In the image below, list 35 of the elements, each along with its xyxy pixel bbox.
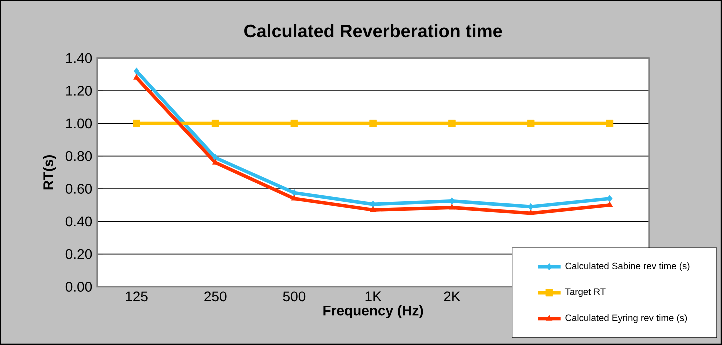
- point: [134, 74, 140, 80]
- y-axis-title: RT(s): [43, 155, 56, 190]
- point: [290, 120, 298, 128]
- point: [527, 120, 535, 128]
- point: [291, 195, 298, 201]
- point: [448, 120, 456, 128]
- y-tick-label: 0.00: [66, 282, 92, 292]
- y-tick-label: 1.00: [66, 118, 92, 129]
- point: [606, 120, 614, 128]
- point: [607, 195, 613, 202]
- point: [370, 120, 377, 128]
- point: [606, 202, 614, 208]
- y-tick-label: 0.60: [66, 184, 92, 194]
- y-tick-label: 1.20: [66, 86, 92, 96]
- x-tick-label: 2K: [444, 292, 461, 302]
- point: [134, 68, 140, 76]
- y-tick-label: 0.40: [66, 216, 92, 227]
- y-tick-label: 0.80: [66, 151, 92, 162]
- point: [370, 206, 377, 212]
- legend-label: Calculated Eyring rev time (s): [566, 314, 688, 324]
- x-axis-title: Frequency (Hz): [324, 305, 424, 318]
- point: [292, 189, 298, 197]
- legend-label: Calculated Sabine rev time (s): [566, 262, 690, 272]
- chart-title: Calculated Reverberation time: [244, 24, 502, 38]
- point: [133, 120, 140, 128]
- legend-label: Target RT: [565, 288, 606, 298]
- y-tick-label: 1.40: [66, 53, 92, 64]
- point: [212, 120, 220, 128]
- x-tick-label: 500: [283, 292, 306, 302]
- x-tick-label: 1K: [366, 292, 382, 302]
- point: [528, 210, 534, 216]
- x-tick-label: 125: [126, 292, 148, 302]
- point: [448, 204, 456, 210]
- x-tick-label: 250: [204, 292, 227, 302]
- y-tick-label: 0.20: [66, 249, 92, 260]
